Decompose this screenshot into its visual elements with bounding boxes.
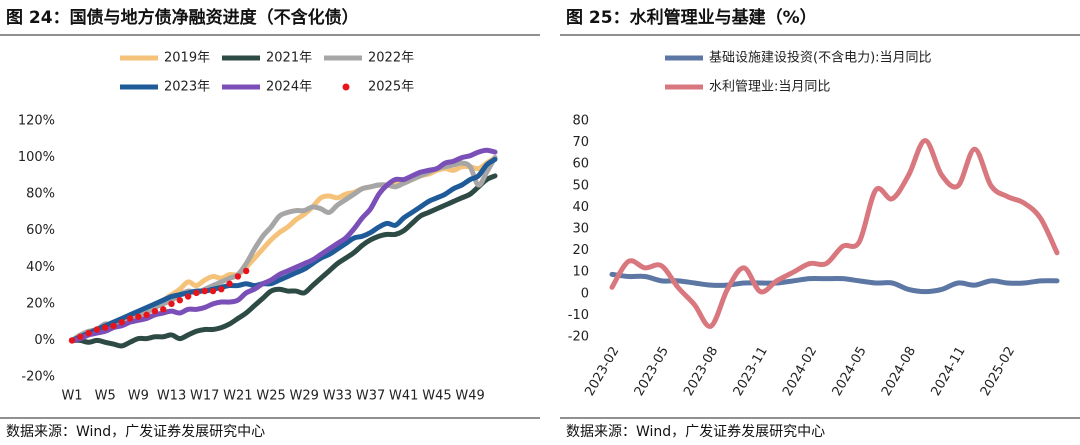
data-point	[201, 287, 208, 295]
x-tick-label: 2024-08	[879, 344, 919, 399]
y-tick-label: 10	[572, 265, 589, 280]
x-tick-label: W21	[223, 389, 252, 404]
legend-label: 水利管理业:当月同比	[709, 80, 830, 95]
y-tick-label: 80	[572, 114, 589, 129]
data-point	[135, 313, 142, 320]
data-point	[209, 287, 217, 295]
y-tick-label: 100%	[18, 150, 55, 165]
chart-title: 图 25：水利管理业与基建（%）	[566, 7, 817, 28]
legend-label: 2023年	[164, 80, 210, 95]
legend-label: 2024年	[266, 80, 312, 95]
y-tick-label: 60%	[26, 223, 55, 238]
data-point	[218, 286, 225, 293]
data-point	[193, 289, 200, 297]
y-tick-label: -20%	[21, 370, 55, 385]
data-point	[110, 322, 117, 329]
series-line	[69, 173, 498, 349]
y-tick-label: 20	[572, 243, 589, 258]
x-tick-label: 2023-11	[731, 344, 771, 399]
data-point	[101, 324, 109, 331]
data-point	[151, 307, 159, 315]
x-tick-label: W13	[157, 389, 186, 404]
data-point	[93, 326, 101, 333]
x-tick-label: W9	[128, 389, 149, 404]
data-point	[118, 318, 125, 326]
y-tick-label: 80%	[26, 187, 55, 202]
x-tick-label: 2024-05	[830, 344, 870, 399]
data-point	[68, 337, 76, 344]
x-tick-label: 2024-02	[780, 344, 820, 399]
source-note: 数据来源：Wind，广发证券发展研究中心	[566, 424, 825, 440]
x-tick-label: 2024-11	[928, 344, 968, 399]
x-tick-label: W5	[95, 389, 116, 404]
legend-swatch	[342, 83, 350, 91]
y-tick-label: 70	[572, 135, 589, 150]
y-tick-label: 40%	[26, 260, 55, 275]
y-tick-label: -10	[568, 308, 589, 323]
series-line	[69, 156, 498, 343]
y-tick-label: 40	[572, 200, 589, 215]
y-tick-label: 0	[581, 286, 589, 301]
x-tick-label: W33	[323, 389, 352, 404]
x-tick-label: W25	[256, 389, 285, 404]
x-tick-label: W1	[61, 389, 82, 404]
y-tick-label: 30	[572, 222, 589, 237]
series-line	[609, 271, 1060, 295]
series-line	[69, 155, 498, 343]
data-point	[168, 300, 175, 308]
series-line	[69, 147, 498, 343]
y-tick-label: 20%	[26, 296, 55, 311]
series-line	[609, 137, 1060, 329]
y-tick-label: 120%	[18, 114, 55, 129]
x-tick-label: W29	[290, 389, 319, 404]
x-tick-label: 2025-02	[978, 344, 1018, 399]
data-point	[242, 267, 250, 275]
data-point	[126, 315, 134, 322]
legend-label: 2019年	[164, 51, 210, 66]
x-tick-label: W49	[455, 389, 484, 404]
data-point	[143, 311, 150, 319]
data-point	[85, 329, 92, 337]
y-tick-label: 60	[572, 157, 589, 172]
data-point	[184, 293, 192, 300]
x-tick-label: W37	[356, 389, 385, 404]
x-tick-label: W45	[422, 389, 451, 404]
x-tick-label: 2023-02	[582, 344, 622, 399]
legend-label: 基础设施建设投资(不含电力):当月同比	[709, 50, 932, 66]
y-tick-label: 50	[572, 178, 589, 193]
data-point	[226, 280, 233, 287]
y-tick-label: -20	[568, 330, 589, 345]
legend-label: 2022年	[368, 51, 414, 66]
x-tick-label: W17	[190, 389, 219, 404]
data-point	[77, 333, 84, 340]
x-tick-label: 2023-08	[681, 344, 721, 399]
x-tick-label: 2023-05	[632, 344, 672, 399]
data-point	[234, 273, 242, 280]
x-tick-label: W41	[389, 389, 418, 404]
y-tick-label: 0%	[34, 333, 55, 348]
legend-label: 2021年	[266, 51, 312, 66]
legend-label: 2025年	[368, 80, 414, 95]
data-point	[160, 306, 167, 313]
source-note: 数据来源：Wind，广发证券发展研究中心	[6, 424, 265, 440]
chart-title: 图 24：国债与地方债净融资进度（不含化债）	[6, 7, 359, 28]
data-point	[176, 297, 184, 304]
